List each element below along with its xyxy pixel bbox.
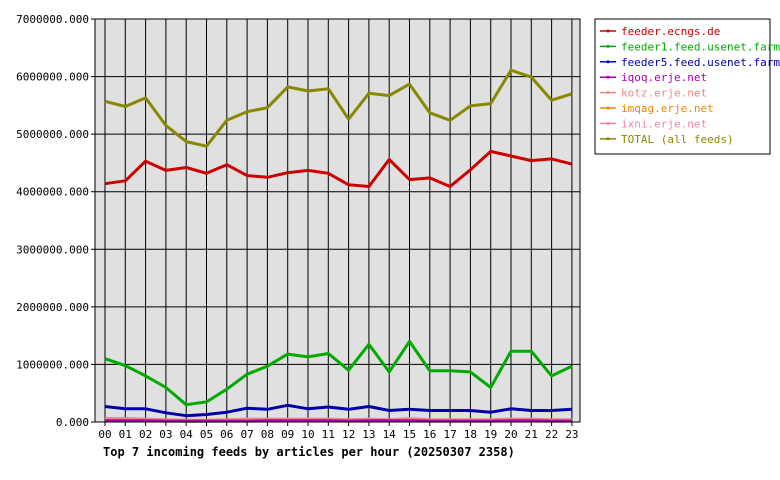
x-tick-label: 20 [504,428,517,441]
x-axis: 00 01 02 03 04 05 06 07 08 09 10 11 12 13 14 15 16 17 18 19… [98,422,579,441]
legend-swatch-dot [606,29,610,33]
legend-label: feeder1.feed.usenet.farm [621,40,780,53]
legend-swatch-dot [606,75,610,79]
legend-swatch-dot [606,60,610,64]
y-tick-label: 3000000.000 [16,243,89,256]
y-tick-label: 2000000.000 [16,301,89,314]
plot-background [95,19,580,422]
legend-label: feeder.ecngs.de [621,25,720,38]
x-tick-label: 17 [443,428,456,441]
plot-frame [94,18,581,423]
x-tick-label: 12 [342,428,355,441]
legend-box [594,18,771,155]
y-tick-label: 7000000.000 [16,13,89,26]
x-tick-label: 08 [261,428,274,441]
y-tick-label: 0.000 [56,416,89,429]
series-lines [104,68,573,423]
x-tick-label: 14 [383,428,397,441]
legend-swatch-dot [606,44,610,48]
y-tick-label: 4000000.000 [16,186,89,199]
series-line-1 [104,339,573,407]
x-tick-label: 16 [423,428,436,441]
legend-label: TOTAL (all feeds) [621,133,734,146]
y-tick-label: 6000000.000 [16,71,89,84]
x-tick-label: 09 [281,428,294,441]
legend-swatch-dot [606,106,610,110]
x-tick-label: 19 [484,428,497,441]
legend-swatch-dot [606,121,610,125]
x-tick-label: 06 [220,428,233,441]
x-tick-label: 05 [200,428,213,441]
x-tick-label: 22 [545,428,558,441]
x-tick-label: 21 [525,428,538,441]
x-tick-label: 15 [403,428,416,441]
legend-label: iqoq.erje.net [621,71,707,84]
series-line-7 [104,68,573,148]
legend-label: feeder5.feed.usenet.farm [621,56,780,69]
x-tick-label: 03 [159,428,172,441]
x-tick-label: 11 [322,428,335,441]
legend-swatch-dot [606,91,610,95]
series-line-0 [104,149,573,188]
x-tick-label: 04 [180,428,194,441]
x-tick-label: 13 [362,428,375,441]
y-tick-label: 5000000.000 [16,128,89,141]
x-tick-label: 01 [119,428,132,441]
legend-swatch-dot [606,137,610,141]
legend-label: imqag.erje.net [621,102,714,115]
x-tick-label: 07 [240,428,253,441]
y-tick-label: 1000000.000 [16,358,89,371]
series-line-2 [104,403,572,418]
legend-label: ixni.erje.net [621,117,707,130]
x-tick-label: 23 [565,428,578,441]
x-tick-label: 02 [139,428,152,441]
chart-title: Top 7 incoming feeds by articles per hou… [103,445,515,459]
legend-label: kotz.erje.net [621,87,707,100]
x-tick-label: 10 [301,428,314,441]
x-tick-label: 18 [464,428,477,441]
legend: feeder.ecngs.de feeder1.feed.usenet.farm f… [594,18,780,155]
x-tick-label: 00 [98,428,111,441]
y-axis: 0.000 1000000.000 2000000.000 3000000.000 40… [16,13,95,429]
